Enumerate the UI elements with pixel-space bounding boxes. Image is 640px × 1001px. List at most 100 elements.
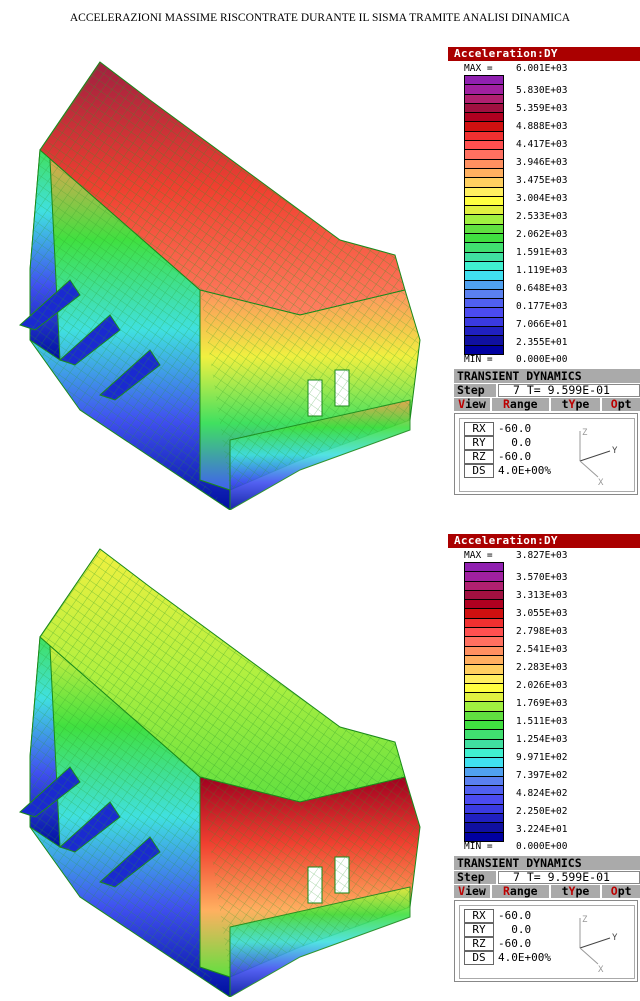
color-band — [465, 113, 503, 123]
color-band — [465, 289, 503, 300]
color-band — [465, 600, 503, 610]
view-param-ds-label: DS — [464, 951, 494, 965]
color-band — [465, 122, 503, 132]
color-band — [465, 646, 503, 656]
scale-level-label: 4.888E+03 — [516, 121, 568, 132]
view-settings-box: RX -60.0 RY 0.0 RZ -60.0 DS 4.0E+00% Z Y X — [454, 900, 638, 982]
color-band — [465, 150, 503, 160]
scale-level-label: 9.971E+02 — [516, 752, 568, 763]
scale-level-label: 2.062E+03 — [516, 229, 568, 240]
color-band — [465, 814, 503, 824]
color-band — [465, 721, 503, 731]
color-band — [465, 159, 503, 169]
axis-x-label: X — [598, 965, 604, 974]
menu-item-tYpe[interactable]: tYpe — [550, 884, 601, 898]
step-button[interactable]: Step — [454, 871, 496, 884]
color-band — [465, 693, 503, 703]
menu-text: pt — [617, 884, 632, 898]
menu-text: t — [561, 884, 569, 898]
color-band — [465, 674, 503, 684]
color-band — [465, 748, 503, 759]
scale-level-label: 3.313E+03 — [516, 590, 568, 601]
view-param-rz-value: -60.0 — [498, 937, 532, 950]
scale-level-label: 2.250E+02 — [516, 806, 568, 817]
axis-triad-icon: Z Y X — [579, 428, 618, 487]
view-settings-box: RX -60.0 RY 0.0 RZ -60.0 DS 4.0E+00% Z Y X — [454, 413, 638, 495]
scale-level-label: 3.055E+03 — [516, 608, 568, 619]
view-param-ds-label: DS — [464, 464, 494, 478]
scale-level-label: 4.824E+02 — [516, 788, 568, 799]
color-band — [465, 637, 503, 647]
scale-level-label: 5.359E+03 — [516, 103, 568, 114]
color-band — [465, 683, 503, 694]
axis-z-label: Z — [582, 428, 588, 438]
axis-x-label: X — [598, 478, 604, 487]
color-band — [465, 327, 503, 337]
color-band — [465, 345, 503, 354]
color-band — [465, 581, 503, 591]
menu-item-Opt[interactable]: Opt — [602, 885, 640, 898]
view-param-rx-value: -60.0 — [498, 909, 532, 922]
color-band — [465, 168, 503, 179]
step-button[interactable]: Step — [454, 384, 496, 397]
max-label: MAX = — [464, 63, 493, 74]
axis-z-label: Z — [582, 915, 588, 925]
color-band — [465, 271, 503, 281]
page-title: ACCELERAZIONI MASSIME RISCONTRATE DURANT… — [69, 12, 571, 24]
color-band — [465, 234, 503, 244]
color-band — [465, 758, 503, 768]
color-band — [465, 823, 503, 833]
menu-hotkey: O — [610, 397, 618, 411]
menu-item-View[interactable]: View — [454, 398, 490, 411]
color-band — [465, 94, 503, 104]
menu-text: iew — [465, 884, 486, 898]
color-band — [465, 832, 503, 841]
color-band — [465, 76, 503, 86]
color-scale-bar — [464, 75, 504, 355]
color-band — [465, 85, 503, 95]
menu-item-tYpe[interactable]: tYpe — [550, 397, 601, 411]
color-scale-bar — [464, 562, 504, 842]
menu-item-Opt[interactable]: Opt — [602, 398, 640, 411]
result-type-header: Acceleration:DY — [448, 534, 640, 548]
menu-item-Range[interactable]: Range — [492, 398, 549, 411]
menu-text: pt — [617, 397, 632, 411]
scale-level-label: 3.224E+01 — [516, 824, 568, 835]
color-band — [465, 730, 503, 740]
menu-hotkey: R — [502, 884, 510, 898]
results-legend-panel: Acceleration:DY MAX = 6.001E+03 5.830E+0… — [446, 47, 640, 507]
scale-level-label: 7.066E+01 — [516, 319, 568, 330]
menu-hotkey: Y — [568, 884, 576, 898]
color-band — [465, 224, 503, 235]
scale-level-label: 0.648E+03 — [516, 283, 568, 294]
color-band — [465, 299, 503, 309]
scale-level-label: 3.946E+03 — [516, 157, 568, 168]
color-band — [465, 628, 503, 638]
menu-item-Range[interactable]: Range — [492, 885, 549, 898]
color-band — [465, 590, 503, 601]
color-band — [465, 702, 503, 712]
scale-level-label: 1.254E+03 — [516, 734, 568, 745]
scale-level-label: 2.283E+03 — [516, 662, 568, 673]
color-band — [465, 308, 503, 318]
min-value: 0.000E+00 — [516, 841, 568, 852]
scale-level-label: 5.830E+03 — [516, 85, 568, 96]
color-band — [465, 795, 503, 805]
color-band — [465, 187, 503, 197]
menu-item-View[interactable]: View — [454, 885, 490, 898]
scale-level-label: 2.355E+01 — [516, 337, 568, 348]
menu-text: ange — [509, 884, 538, 898]
scale-level-label: 3.475E+03 — [516, 175, 568, 186]
color-band — [465, 786, 503, 796]
menu-hotkey: V — [458, 884, 466, 898]
menu-text: ange — [509, 397, 538, 411]
view-param-ry-value: 0.0 — [498, 923, 532, 936]
scale-level-label: 2.798E+03 — [516, 626, 568, 637]
view-param-ry-label: RY — [464, 923, 494, 937]
view-param-ry-label: RY — [464, 436, 494, 450]
menu-text: t — [561, 397, 569, 411]
view-param-rx-label: RX — [464, 422, 494, 436]
view-param-rz-label: RZ — [464, 937, 494, 951]
scale-level-label: 7.397E+02 — [516, 770, 568, 781]
view-param-rx-value: -60.0 — [498, 422, 532, 435]
